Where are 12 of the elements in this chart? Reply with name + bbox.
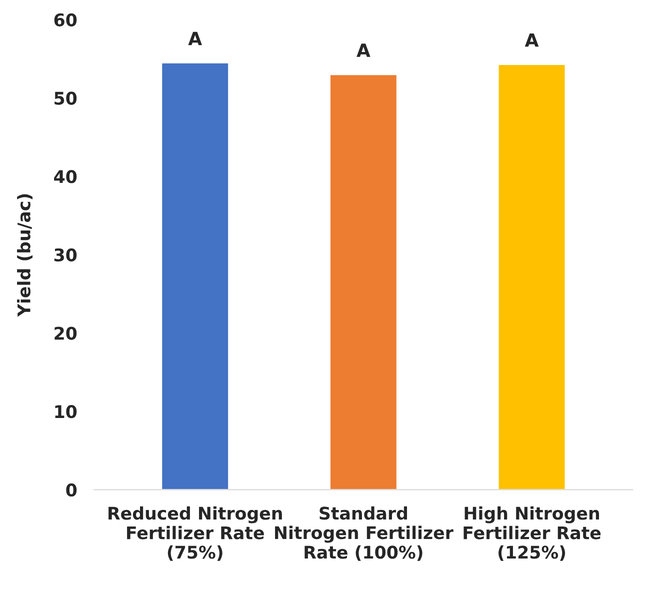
y-tick-label: 40: [54, 170, 77, 184]
y-tick-label: 50: [54, 92, 77, 105]
annotation: A: [188, 32, 202, 46]
y-tick-label: 20: [54, 326, 77, 340]
y-axis-title: Yield (bu/ac): [17, 194, 33, 317]
x-tick-label: High Nitrogen Fertilizer Rate (125%): [464, 506, 601, 561]
y-tick-label: 0: [66, 483, 77, 497]
annotation: A: [356, 44, 370, 57]
y-tick-label: 30: [54, 248, 77, 262]
annotation: A: [524, 33, 539, 47]
y-tick-label: 10: [55, 405, 77, 418]
y-tick-label: 60: [54, 13, 77, 26]
